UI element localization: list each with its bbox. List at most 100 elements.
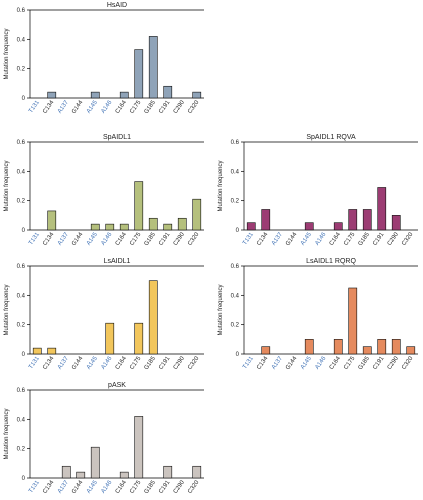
x-tick-label: C164 [115,479,129,495]
bar [246,222,256,231]
y-axis-label: Mutation frequency [4,284,10,335]
x-tick-label: C191 [158,355,172,371]
bar [192,465,202,479]
bar [163,223,173,231]
bar [47,210,57,231]
x-tick-label: T131 [28,479,41,494]
y-tick-label: 0.4 [231,169,240,175]
x-tick-label: A137 [57,479,70,494]
x-tick-label: A146 [100,355,113,370]
x-tick-label: C175 [129,231,143,247]
x-tick-label: C134 [42,231,56,247]
y-tick-label: 0.2 [17,447,26,453]
y-tick-label: 0.2 [17,67,26,73]
x-tick-label: C175 [129,479,143,495]
y-tick-label: 0.6 [17,8,26,14]
x-tick-label: A145 [86,99,99,114]
y-axis-label: Mutation frequency [218,284,224,335]
x-tick-label: C134 [256,231,270,247]
x-tick-label: G185 [144,99,158,115]
x-tick-label: G185 [144,231,158,247]
bar [47,347,57,355]
x-tick-label: A146 [100,479,113,494]
y-tick-label: 0.6 [17,264,26,270]
chart-title: pASK [108,382,126,389]
x-tick-label: T131 [242,355,255,370]
bar [348,287,358,355]
y-tick-label: 0 [22,352,26,358]
x-tick-label: A145 [300,231,313,246]
y-tick-label: 0 [22,96,26,102]
x-tick-label: T131 [28,99,41,114]
x-tick-label: C134 [256,355,270,371]
chart-panel: LsAIDL1 RQRQ Mutation frequency 0 0.2 0.4 0.6… [218,258,418,371]
x-tick-label: G185 [358,355,372,371]
x-tick-label: C175 [343,231,357,247]
bar [261,346,271,355]
bar [47,91,57,99]
axes [29,390,204,479]
bar [90,91,100,99]
bar [333,222,343,231]
bar [105,223,115,231]
axes [29,266,204,355]
bar [348,209,358,231]
y-tick-label: 0.2 [17,323,26,329]
x-tick-label: C320 [187,479,201,495]
chart-title: HsAID [107,2,127,9]
bar [119,471,129,479]
x-tick-label: C320 [187,231,201,247]
chart-title: SpAIDL1 RQVA [306,134,356,141]
bar [261,209,271,231]
bar [391,215,401,231]
y-tick-label: 0.6 [17,140,26,146]
x-tick-label: C164 [115,355,129,371]
x-tick-label: A145 [86,231,99,246]
y-tick-label: 0.4 [17,417,26,423]
y-axis-label: Mutation frequency [218,160,224,211]
x-tick-label: A146 [100,231,113,246]
y-tick-label: 0.2 [231,323,240,329]
bar [134,322,144,355]
y-tick-label: 0.4 [17,37,26,43]
x-tick-label: A145 [86,479,99,494]
x-tick-label: C164 [115,99,129,115]
bar [377,187,387,231]
bar [406,346,416,355]
bar [304,339,314,355]
x-tick-label: C191 [158,479,172,495]
y-tick-label: 0.4 [17,169,26,175]
bar [391,339,401,355]
x-tick-label: C164 [329,231,343,247]
x-tick-label: A145 [86,355,99,370]
bar [61,465,71,479]
x-tick-label: C320 [401,355,415,371]
x-tick-label: C134 [42,99,56,115]
x-tick-label: A137 [271,355,284,370]
bar [177,217,187,231]
y-tick-label: 0.2 [231,199,240,205]
x-tick-label: C320 [187,355,201,371]
bar [148,217,158,231]
x-tick-label: C175 [343,355,357,371]
x-tick-label: A137 [57,231,70,246]
y-tick-label: 0.2 [17,199,26,205]
x-tick-label: C320 [401,231,415,247]
bar [362,209,372,231]
y-tick-label: 0.4 [231,293,240,299]
x-tick-label: G185 [144,355,158,371]
chart-title: SpAIDL1 [103,134,131,141]
y-tick-label: 0.4 [17,293,26,299]
bar [377,339,387,355]
bar [119,223,129,231]
x-tick-label: C175 [129,355,143,371]
chart-panel: HsAID Mutation frequency 0 0.2 0.4 0.6 T131 C13… [4,2,204,115]
x-tick-label: C290 [387,231,401,247]
x-tick-label: A146 [100,99,113,114]
bar [119,91,129,99]
bar [148,280,158,355]
bar [148,36,158,99]
